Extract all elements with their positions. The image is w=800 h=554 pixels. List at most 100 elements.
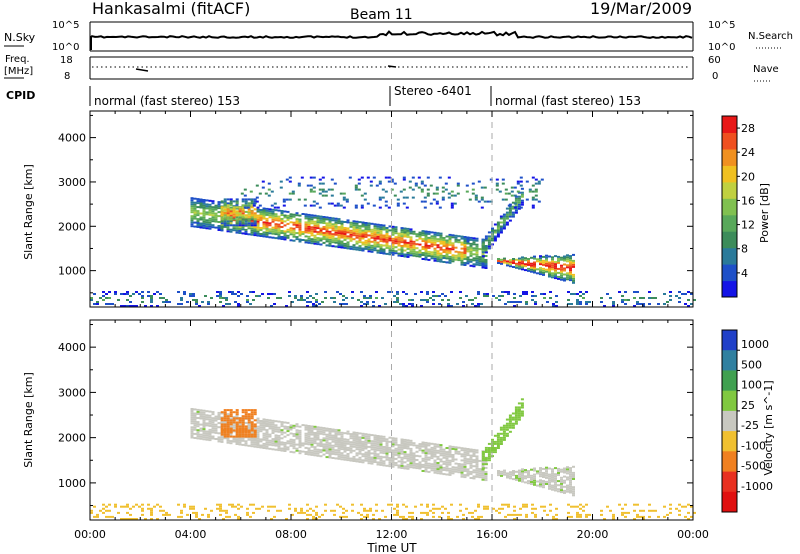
power-colorbar: 4 8 12 16 20 24 28 bbox=[721, 115, 755, 298]
velocity-colorbar-label: 100 bbox=[741, 379, 762, 392]
velocity-colorbar-swatch bbox=[722, 330, 737, 351]
velocity-echo-layer bbox=[90, 398, 696, 520]
velocity-colorbar-label: Velocity [m s^-1] bbox=[762, 380, 775, 475]
power-colorbar-swatch bbox=[722, 165, 737, 183]
power-y-axis: 1000 2000 3000 4000 bbox=[58, 114, 693, 294]
nave-label: Nave bbox=[753, 64, 779, 75]
power-colorbar-swatch bbox=[722, 280, 737, 298]
x-tick-label: 16:00 bbox=[476, 528, 508, 541]
velocity-colorbar-swatch bbox=[722, 390, 737, 412]
nsky-panel: N.Sky 10^5 10^0 10^5 10^0 N.Search bbox=[4, 20, 793, 53]
nsearch-label: N.Search bbox=[748, 31, 793, 42]
x-tick-label: 00:00 bbox=[677, 528, 709, 541]
power-echo-layer bbox=[90, 176, 696, 307]
y-tick-label: 4000 bbox=[58, 341, 86, 354]
power-colorbar-swatch bbox=[722, 214, 737, 232]
y-tick-label: 3000 bbox=[58, 386, 86, 399]
freq-tick-top: 18 bbox=[60, 55, 73, 66]
power-colorbar-swatch bbox=[722, 247, 737, 265]
y-tick-label: 1000 bbox=[58, 265, 86, 278]
velocity-colorbar-label: -25 bbox=[741, 419, 759, 432]
power-colorbar-label: 12 bbox=[741, 219, 755, 232]
power-region-far-range-patches bbox=[240, 176, 544, 209]
velocity-colorbar-swatch bbox=[722, 451, 737, 472]
velocity-colorbar-label: -1000 bbox=[741, 480, 773, 493]
power-colorbar-swatch bbox=[722, 148, 737, 166]
x-tick-label: 12:00 bbox=[376, 528, 408, 541]
cpid-segment-2: Stereo -6401 bbox=[394, 84, 472, 98]
power-colorbar-label: Power [dB] bbox=[758, 183, 771, 243]
power-region-late-band bbox=[497, 253, 575, 284]
y-tick-label: 4000 bbox=[58, 132, 86, 145]
freq-unit: [MHz] bbox=[4, 66, 33, 77]
freq-label: Freq. bbox=[5, 54, 30, 65]
power-colorbar-swatch bbox=[722, 231, 737, 249]
power-colorbar-swatch bbox=[722, 132, 737, 150]
nsky-label: N.Sky bbox=[4, 31, 36, 44]
x-axis: 00:00 04:00 08:00 12:00 16:00 20:00 00:00 bbox=[74, 111, 709, 541]
velocity-colorbar-label: -100 bbox=[741, 439, 766, 452]
x-axis-label: Time UT bbox=[366, 541, 417, 554]
velocity-ylabel: Slant Range [km] bbox=[22, 372, 35, 468]
power-ylabel: Slant Range [km] bbox=[22, 164, 35, 260]
cpid-strip: CPID normal (fast stereo) 153 Stereo -64… bbox=[6, 84, 641, 108]
velocity-colorbar-swatch bbox=[722, 491, 737, 513]
velocity-region-rising-arc bbox=[481, 398, 524, 470]
velocity-colorbar-label: 1000 bbox=[741, 338, 769, 351]
power-colorbar-swatch bbox=[722, 181, 737, 199]
power-panel: 1000 2000 3000 4000 Slant Range [km] bbox=[22, 110, 696, 308]
nsky-tick-bottom: 10^0 bbox=[52, 42, 79, 53]
velocity-panel: 1000 2000 3000 4000 Slant Range [km] bbox=[22, 319, 696, 521]
nave-tick-bottom: 0 bbox=[712, 71, 718, 82]
y-tick-label: 1000 bbox=[58, 477, 86, 490]
station-title: Hankasalmi (fitACF) bbox=[92, 0, 250, 18]
freq-blips bbox=[135, 65, 397, 72]
velocity-y-axis: 1000 2000 3000 4000 bbox=[58, 324, 693, 507]
freq-panel: Freq. [MHz] 18 8 60 0 Nave bbox=[4, 54, 779, 82]
velocity-region-main-band bbox=[190, 408, 488, 482]
y-tick-label: 3000 bbox=[58, 176, 86, 189]
power-colorbar-swatch bbox=[722, 198, 737, 216]
power-colorbar-label: 8 bbox=[741, 243, 748, 256]
velocity-colorbar-swatch bbox=[722, 410, 737, 432]
power-colorbar-frame bbox=[721, 115, 738, 298]
y-tick-label: 2000 bbox=[58, 220, 86, 233]
freq-tick-bottom: 8 bbox=[64, 71, 70, 82]
power-colorbar-label: 4 bbox=[741, 267, 748, 280]
date-title: 19/Mar/2009 bbox=[590, 0, 692, 18]
y-tick-label: 2000 bbox=[58, 432, 86, 445]
x-tick-label: 20:00 bbox=[577, 528, 609, 541]
velocity-colorbar-frame bbox=[721, 329, 738, 513]
velocity-colorbar-label: 25 bbox=[741, 399, 755, 412]
velocity-colorbar-label: -500 bbox=[741, 460, 766, 473]
power-region-main-band bbox=[190, 197, 488, 269]
velocity-colorbar-swatch bbox=[722, 431, 737, 452]
nsearch-tick-top: 10^5 bbox=[708, 20, 735, 31]
velocity-colorbar-swatch bbox=[722, 350, 737, 371]
power-colorbar-swatch bbox=[722, 116, 737, 133]
cpid-segment-3: normal (fast stereo) 153 bbox=[495, 94, 641, 108]
power-colorbar-label: 20 bbox=[741, 170, 755, 183]
power-colorbar-label: 28 bbox=[741, 122, 755, 135]
power-colorbar-label: 24 bbox=[741, 146, 755, 159]
power-region-near-range-noise bbox=[90, 291, 696, 307]
velocity-colorbar-swatch bbox=[722, 370, 737, 392]
velocity-colorbar-label: 500 bbox=[741, 358, 762, 371]
velocity-colorbar-swatch bbox=[722, 471, 737, 493]
velocity-region-early-patch bbox=[220, 409, 257, 438]
nsearch-tick-bottom: 10^0 bbox=[708, 42, 735, 53]
velocity-region-near-range-noise bbox=[90, 503, 696, 520]
nave-tick-top: 60 bbox=[708, 55, 721, 66]
x-tick-label: 08:00 bbox=[275, 528, 307, 541]
x-tick-label: 04:00 bbox=[175, 528, 207, 541]
beam-title: Beam 11 bbox=[350, 7, 413, 23]
velocity-colorbar: 1000 500 100 25 -25 -100 -500 -1000 bbox=[721, 329, 773, 513]
velocity-region-late-band bbox=[497, 465, 575, 497]
nsky-trace bbox=[90, 30, 693, 50]
nsky-tick-top: 10^5 bbox=[52, 20, 79, 31]
power-colorbar-swatch bbox=[722, 264, 737, 282]
power-colorbar-label: 16 bbox=[741, 194, 755, 207]
cpid-segment-1: normal (fast stereo) 153 bbox=[94, 94, 240, 108]
cpid-label: CPID bbox=[6, 89, 35, 102]
